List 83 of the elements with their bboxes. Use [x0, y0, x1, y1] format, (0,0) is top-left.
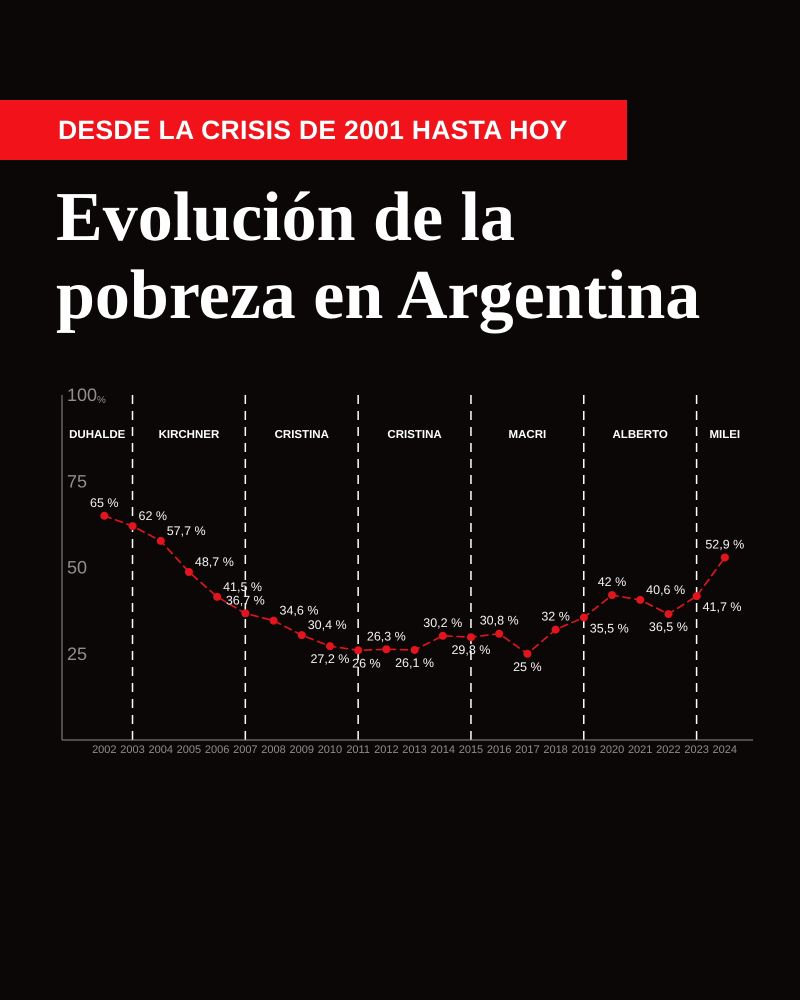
- data-label: 36,5 %: [648, 620, 688, 634]
- annotation: MILEI: [709, 429, 740, 441]
- point: [298, 631, 306, 640]
- x-tick-label: 2003: [120, 744, 145, 756]
- point: [692, 592, 701, 600]
- data-label: 27,2 %: [310, 652, 350, 666]
- y-tick-label: 100$_{%}$: [67, 385, 106, 406]
- x-tick-label: 2004: [148, 744, 173, 756]
- point: [382, 645, 390, 654]
- data-label: 29,8 %: [452, 643, 490, 658]
- point: [100, 512, 108, 520]
- point: [438, 632, 447, 640]
- point: [326, 642, 334, 650]
- x-tick-label: 2007: [233, 744, 258, 756]
- data-label: 41,7 %: [702, 600, 742, 614]
- point: [720, 553, 729, 562]
- point: [354, 646, 362, 654]
- x-tick-label: 2006: [204, 744, 230, 756]
- chart-title: Evolución de la pobreza en Argentina: [56, 179, 702, 335]
- annotation: DUHALDE: [69, 429, 126, 441]
- data-label: 42 %: [598, 575, 626, 590]
- x-tick-label: 2010: [318, 744, 342, 756]
- annotation: CRISTINA: [387, 429, 442, 441]
- point: [495, 630, 504, 638]
- banner: DESDE LA CRISIS DE 2001 HASTA HOY: [0, 100, 627, 160]
- point: [156, 536, 165, 545]
- data-label: 40,6 %: [646, 582, 686, 597]
- point: [523, 650, 532, 658]
- x-tick-label: 2002: [92, 744, 117, 756]
- point: [608, 591, 616, 600]
- x-tick-label: 2008: [261, 744, 286, 756]
- data-label: 30,8 %: [480, 614, 519, 628]
- data-label: 32 %: [541, 610, 570, 624]
- y-tick-label: 50: [67, 558, 88, 578]
- x-tick-label: 2005: [176, 744, 202, 756]
- data-label: 26,1 %: [395, 656, 434, 670]
- x-tick-label: 2015: [458, 744, 484, 756]
- point: [636, 596, 644, 604]
- annotation: MACRI: [508, 429, 546, 441]
- data-label: 25 %: [513, 660, 542, 674]
- point: [580, 614, 588, 622]
- data-label: 65 %: [90, 496, 119, 510]
- x-tick-label: 2020: [600, 744, 624, 756]
- x-tick-label: 2016: [486, 744, 512, 756]
- data-label: 57,7 %: [166, 524, 206, 538]
- data-label: 34,6 %: [280, 604, 318, 618]
- point: [184, 568, 193, 576]
- x-tick-label: 2017: [515, 744, 540, 756]
- point: [270, 616, 278, 625]
- x-tick-label: 2014: [430, 744, 455, 756]
- annotation: CRISTINA: [274, 429, 329, 441]
- x-tick-label: 2012: [374, 744, 399, 756]
- x-tick-label: 2022: [656, 744, 681, 756]
- data-label: 52,9 %: [705, 537, 744, 552]
- data-label: 30,4 %: [308, 618, 347, 632]
- point: [410, 646, 419, 654]
- point: [466, 633, 475, 642]
- x-tick-label: 2019: [572, 744, 596, 756]
- data-label: 26 %: [352, 656, 381, 670]
- x-tick-label: 2013: [402, 744, 427, 756]
- x-tick-label: 2024: [712, 744, 738, 756]
- point: [664, 610, 672, 618]
- data-label: 41,5 %: [223, 580, 262, 594]
- chart-subtitle: DESDE LA CRISIS DE 2001 HASTA HOY: [58, 114, 568, 146]
- x-tick-label: 2018: [543, 744, 568, 756]
- point: [213, 592, 222, 601]
- x-tick-label: 2021: [628, 744, 652, 756]
- x-tick-label: 2009: [289, 744, 314, 756]
- annotation: ALBERTO: [612, 429, 668, 441]
- y-tick-label: 75: [67, 471, 88, 492]
- data-label: 35,5 %: [590, 622, 629, 636]
- data-label: 36,7 %: [226, 593, 265, 608]
- x-tick-label: 2011: [346, 744, 370, 756]
- y-tick-label: 25: [67, 644, 88, 664]
- point: [552, 626, 560, 634]
- data-label: 62 %: [138, 509, 168, 524]
- data-label: 48,7 %: [194, 554, 234, 569]
- x-tick-label: 2023: [684, 744, 709, 756]
- data-label: 30,2 %: [423, 616, 462, 630]
- data-label: 26,3 %: [366, 629, 406, 644]
- annotation: KIRCHNER: [158, 429, 220, 441]
- point: [241, 609, 250, 618]
- point: [128, 522, 137, 530]
